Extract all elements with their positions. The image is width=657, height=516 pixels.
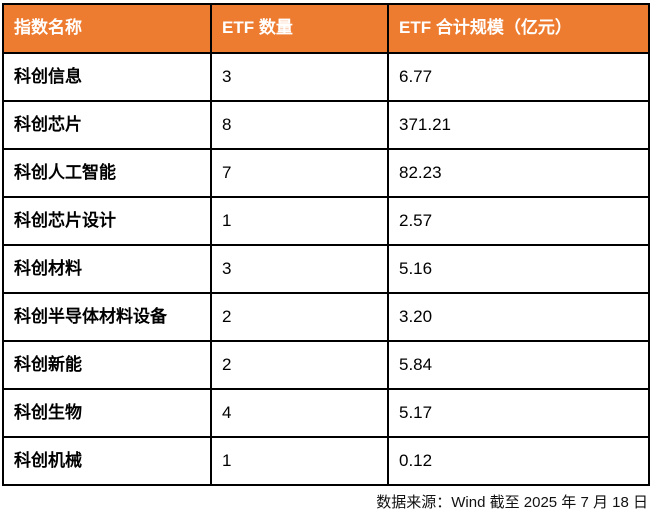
table-row: 科创人工智能 7 82.23: [2, 148, 650, 198]
cell-etf-count: 4: [210, 388, 389, 438]
cell-etf-count: 8: [210, 100, 389, 150]
table-row: 科创生物 4 5.17: [2, 388, 650, 438]
cell-etf-count: 1: [210, 436, 389, 486]
cell-etf-scale: 82.23: [387, 148, 650, 198]
table-header: 指数名称 ETF 数量 ETF 合计规模（亿元）: [2, 3, 650, 54]
cell-etf-scale: 6.77: [387, 52, 650, 102]
cell-etf-count: 7: [210, 148, 389, 198]
cell-etf-count: 2: [210, 292, 389, 342]
column-header-index-name: 指数名称: [2, 3, 212, 54]
cell-etf-count: 1: [210, 196, 389, 246]
column-header-etf-count: ETF 数量: [210, 3, 389, 54]
cell-index-name: 科创机械: [2, 436, 212, 486]
etf-index-table: 指数名称 ETF 数量 ETF 合计规模（亿元） 科创信息 3 6.77 科创芯…: [2, 3, 650, 486]
cell-index-name: 科创信息: [2, 52, 212, 102]
cell-etf-scale: 5.16: [387, 244, 650, 294]
cell-etf-scale: 5.17: [387, 388, 650, 438]
table-row: 科创半导体材料设备 2 3.20: [2, 292, 650, 342]
table-row: 科创机械 1 0.12: [2, 436, 650, 486]
table-row: 科创芯片设计 1 2.57: [2, 196, 650, 246]
cell-index-name: 科创半导体材料设备: [2, 292, 212, 342]
table-row: 科创新能 2 5.84: [2, 340, 650, 390]
cell-index-name: 科创人工智能: [2, 148, 212, 198]
column-header-etf-scale: ETF 合计规模（亿元）: [387, 3, 650, 54]
cell-etf-scale: 5.84: [387, 340, 650, 390]
table-row: 科创芯片 8 371.21: [2, 100, 650, 150]
cell-index-name: 科创芯片: [2, 100, 212, 150]
table-row: 科创信息 3 6.77: [2, 52, 650, 102]
cell-etf-count: 3: [210, 244, 389, 294]
data-source-note: 数据来源：Wind 截至 2025 年 7 月 18 日: [376, 494, 648, 511]
cell-index-name: 科创新能: [2, 340, 212, 390]
header-row: 指数名称 ETF 数量 ETF 合计规模（亿元）: [2, 3, 650, 54]
cell-etf-count: 2: [210, 340, 389, 390]
cell-etf-scale: 371.21: [387, 100, 650, 150]
cell-index-name: 科创生物: [2, 388, 212, 438]
table-body: 科创信息 3 6.77 科创芯片 8 371.21 科创人工智能 7 82.23…: [2, 52, 650, 486]
cell-etf-scale: 0.12: [387, 436, 650, 486]
table-row: 科创材料 3 5.16: [2, 244, 650, 294]
cell-index-name: 科创芯片设计: [2, 196, 212, 246]
cell-etf-count: 3: [210, 52, 389, 102]
cell-index-name: 科创材料: [2, 244, 212, 294]
cell-etf-scale: 2.57: [387, 196, 650, 246]
cell-etf-scale: 3.20: [387, 292, 650, 342]
